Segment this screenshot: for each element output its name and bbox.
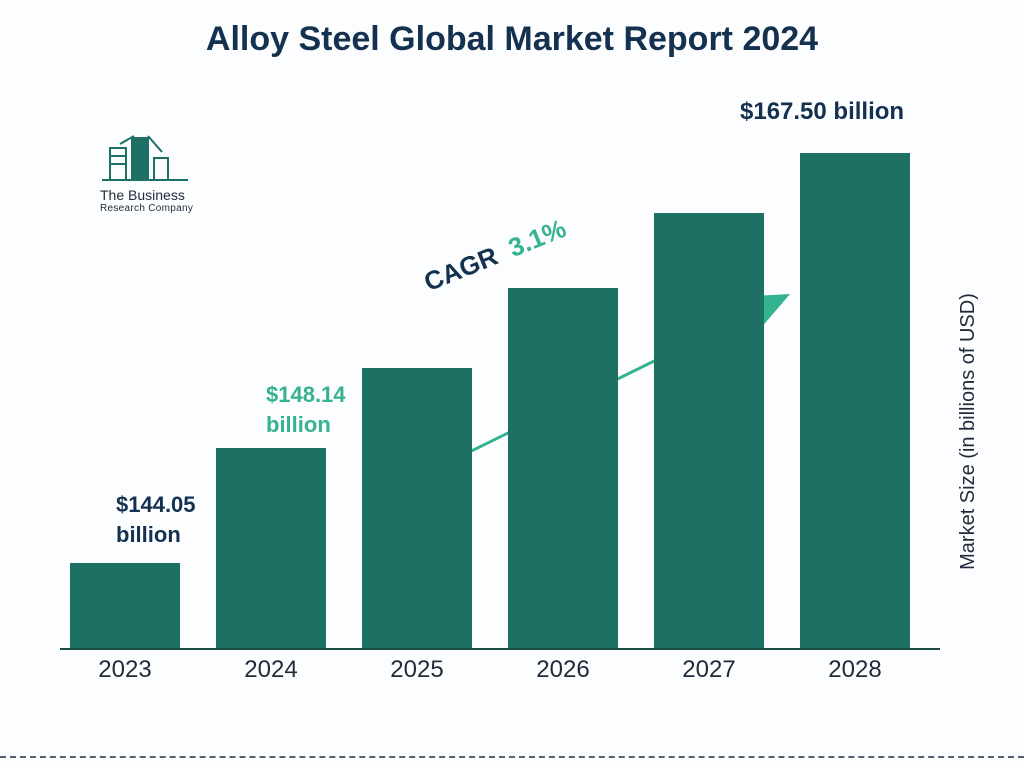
bar-2023 xyxy=(70,563,180,648)
bar-2026 xyxy=(508,288,618,648)
bar-2025 xyxy=(362,368,472,648)
y-axis-label: Market Size (in billions of USD) xyxy=(957,293,980,570)
value-annotation-2024: $148.14 billion xyxy=(266,380,346,439)
bar-2028 xyxy=(800,153,910,648)
value-line: $144.05 xyxy=(116,490,196,520)
page-title: Alloy Steel Global Market Report 2024 xyxy=(0,20,1024,59)
cagr-text: CAGR xyxy=(420,241,502,297)
value-annotation-2028: $167.50 billion xyxy=(740,98,904,126)
bar-label-2023: 2023 xyxy=(60,656,190,684)
bar-label-2024: 2024 xyxy=(206,656,336,684)
bar-2027 xyxy=(654,213,764,648)
value-annotation-2023: $144.05 billion xyxy=(116,490,196,549)
bar-2024 xyxy=(216,448,326,648)
bar-label-2027: 2027 xyxy=(644,656,774,684)
cagr-value: 3.1% xyxy=(504,213,570,263)
footer-divider xyxy=(0,756,1024,758)
chart-baseline xyxy=(60,648,940,650)
bar-chart: CAGR 3.1% $144.05 billion $148.14 billio… xyxy=(60,130,940,690)
chart-stage: Alloy Steel Global Market Report 2024 Th… xyxy=(0,0,1024,768)
bar-label-2028: 2028 xyxy=(790,656,920,684)
bar-label-2025: 2025 xyxy=(352,656,482,684)
value-line: billion xyxy=(266,410,346,440)
value-line: billion xyxy=(116,520,196,550)
bar-label-2026: 2026 xyxy=(498,656,628,684)
cagr-annotation: CAGR 3.1% xyxy=(420,213,571,298)
value-line: $148.14 xyxy=(266,380,346,410)
